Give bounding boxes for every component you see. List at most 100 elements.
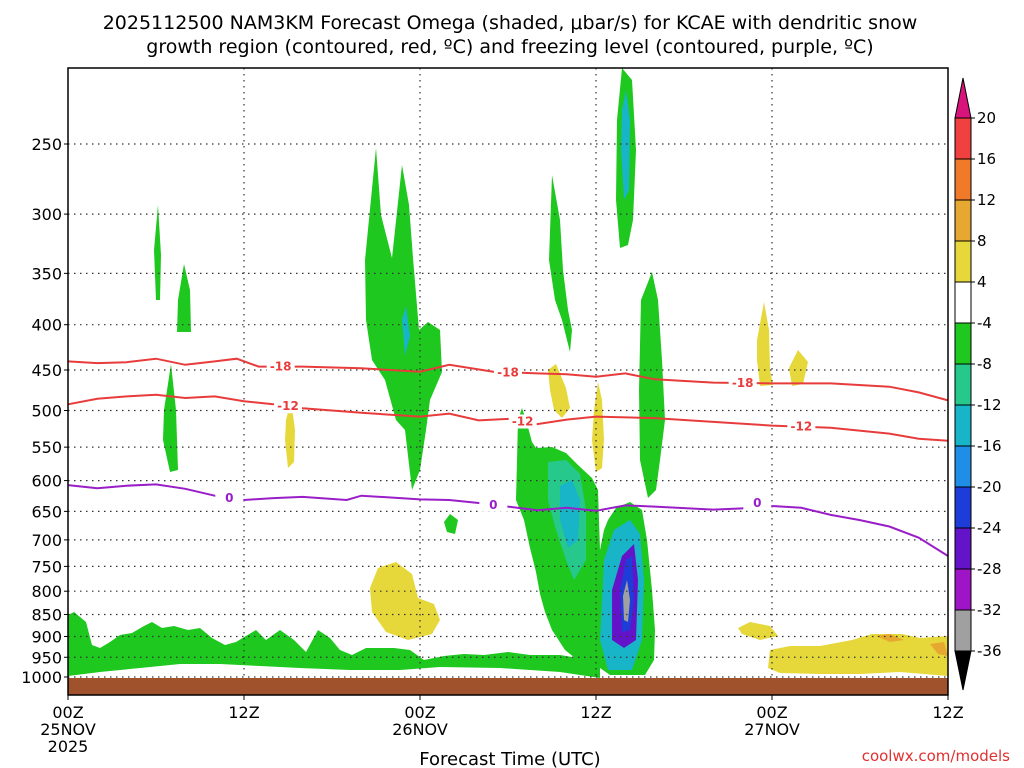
colorbar: 20 16 12 8 4 -4 -8 -12 -16 -20 -24 -28 -32 -36 (954, 77, 1002, 691)
y-tick-label: 700 (31, 531, 62, 550)
omega-column-12z-top-blue (621, 90, 630, 200)
colorbar-bin (954, 199, 972, 242)
omega-cell-upper-2 (177, 264, 191, 332)
omega-cell-mid-left (163, 364, 178, 472)
colorbar-bin (954, 404, 972, 447)
colorbar-label: -8 (977, 355, 992, 373)
colorbar-label: -4 (977, 314, 992, 332)
temperature-contours: -18 -18 -18 -12 -12 -12 0 0 0 (67, 357, 949, 557)
grid-vertical (243, 68, 773, 695)
x-tick-label: 12Z (932, 703, 963, 722)
contour-label-bg (479, 497, 508, 512)
colorbar-label: -32 (977, 601, 1002, 619)
omega-yellow-500-left (285, 400, 295, 468)
credit-text: coolwx.com/models (862, 747, 1010, 765)
grid-horizontal (68, 143, 948, 678)
contour-label-bg (508, 414, 537, 429)
omega-orange-low-right-2 (930, 642, 948, 656)
omega-deep-blue (560, 480, 580, 548)
omega-yellow-upper-right-2 (789, 350, 808, 386)
colorbar-bin (954, 117, 972, 160)
colorbar-bottom-triangle (954, 650, 972, 691)
x-axis-label: Forecast Time (UTC) (419, 749, 600, 768)
y-tick-label: 550 (31, 438, 62, 457)
omega-orange-low-right (876, 634, 904, 642)
contour-label-bg (266, 359, 295, 374)
contour-label-dgz_cold: -18 (270, 360, 292, 374)
colorbar-label: -20 (977, 478, 1002, 496)
colorbar-bin (954, 240, 972, 283)
y-tick-label: 600 (31, 472, 62, 491)
y-tick-label: 1000 (21, 668, 62, 687)
x-tick-label: 27NOV (744, 720, 800, 739)
omega-band-low-level (68, 612, 600, 678)
x-tick-label: 25NOV (40, 720, 96, 739)
colorbar-label: 8 (977, 232, 987, 250)
colorbar-bin (954, 568, 972, 611)
contour-label-dgz_cold: -18 (497, 365, 519, 379)
colorbar-bin (954, 158, 972, 201)
contour-label-bg (787, 419, 816, 434)
contour-label-freezing: 0 (489, 498, 497, 512)
y-tick-label: 800 (31, 582, 62, 601)
y-tick-label: 750 (31, 557, 62, 576)
omega-yellow-low-right (738, 622, 778, 640)
ground-surface (68, 678, 948, 695)
x-tick-label: 26NOV (392, 720, 448, 739)
contour-label-bg (274, 399, 302, 414)
colorbar-bin (954, 527, 972, 570)
y-tick-label: 450 (31, 361, 62, 380)
colorbar-bin (954, 322, 972, 365)
contour-label-bg (494, 365, 522, 380)
omega-column-12z-a (549, 175, 572, 352)
colorbar-bin (954, 486, 972, 529)
contour-label-freezing: 0 (753, 496, 761, 510)
colorbar-label: 12 (977, 191, 996, 209)
plot-area: -18 -18 -18 -12 -12 -12 0 0 0 (67, 67, 949, 696)
omega-yellow-480-mid (548, 364, 570, 418)
contour-label-dgz_cold: -18 (732, 376, 754, 390)
contour-label-dgz_warm: -12 (277, 399, 299, 413)
omega-yellow-low-right-band (768, 634, 948, 676)
contour-label-bg (743, 496, 772, 511)
contour-dgz_cold (67, 357, 949, 402)
omega-deep-core-gray (623, 580, 630, 622)
colorbar-label: -16 (977, 437, 1002, 455)
contour-freezing (67, 483, 949, 557)
omega-inner-blue-26nov (402, 306, 410, 356)
omega-column-12z-mid (639, 272, 665, 498)
colorbar-bin (954, 609, 972, 652)
x-tick-label: 12Z (228, 703, 259, 722)
x-tick-label: 00Z (756, 703, 787, 722)
colorbar-top-triangle (954, 77, 972, 119)
omega-yellow-upper-right (757, 302, 773, 386)
y-tick-label: 500 (31, 402, 62, 421)
y-tick-label: 250 (31, 135, 62, 154)
contour-dgz_warm (67, 393, 949, 442)
omega-yellow-500-mid (592, 382, 604, 472)
plot-border (67, 67, 949, 696)
chart-title-line-1: 2025112500 NAM3KM Forecast Omega (shaded… (103, 12, 918, 34)
y-axis-ticks: 250 300 350 400 450 500 550 600 650 700 750 800 850 9… (21, 135, 68, 687)
contour-label-freezing: 0 (225, 491, 233, 505)
colorbar-label: -24 (977, 519, 1002, 537)
omega-cell-small-700 (444, 514, 458, 534)
colorbar-label: -36 (977, 642, 1002, 660)
colorbar-label: 20 (977, 109, 996, 127)
colorbar-label: 16 (977, 150, 996, 168)
colorbar-label: -28 (977, 560, 1002, 578)
y-tick-label: 950 (31, 648, 62, 667)
chart-title-line-2: growth region (contoured, red, ºC) and f… (146, 36, 873, 58)
x-tick-label: 00Z (52, 703, 83, 722)
colorbar-label: 4 (977, 273, 987, 291)
y-tick-label: 650 (31, 502, 62, 521)
colorbar-bin (954, 363, 972, 406)
omega-yellow-800 (370, 562, 440, 640)
omega-cell-upper-1 (154, 205, 161, 300)
x-tick-label: 2025 (48, 737, 89, 756)
colorbar-bin (954, 445, 972, 488)
omega-shading (68, 68, 948, 678)
colorbar-bin (954, 281, 972, 324)
